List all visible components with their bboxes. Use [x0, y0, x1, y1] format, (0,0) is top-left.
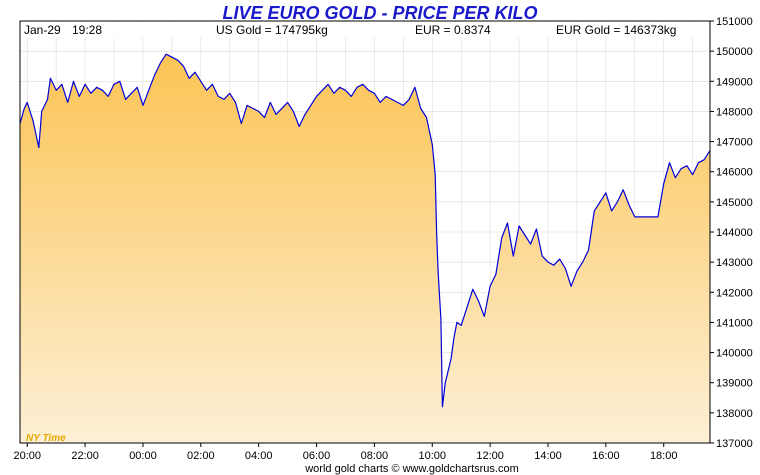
chart-title: LIVE EURO GOLD - PRICE PER KILO [222, 3, 537, 23]
price-line [19, 53, 711, 408]
y-tick-label: 150000 [716, 46, 753, 58]
y-tick-label: 144000 [716, 227, 753, 239]
header-date: Jan-29 [24, 23, 61, 37]
y-axis: 137000 138000 139000 140000 141000 142000 1430… [710, 16, 753, 450]
footer-credit: world gold charts © www.goldchartsrus.co… [304, 463, 519, 475]
header-eur-rate: EUR = 0.8374 [415, 23, 491, 37]
x-tick-label: 04:00 [245, 450, 273, 462]
x-tick-label: 08:00 [361, 450, 389, 462]
y-tick-label: 146000 [716, 167, 753, 179]
y-tick-label: 148000 [716, 106, 753, 118]
header-band [21, 22, 709, 38]
y-tick-label: 140000 [716, 348, 753, 360]
y-tick-label: 137000 [716, 438, 753, 450]
y-tick-label: 138000 [716, 408, 753, 420]
watermark-ny-time: NY Time [26, 433, 66, 444]
y-tick-label: 143000 [716, 257, 753, 269]
y-tick-label: 141000 [716, 317, 753, 329]
x-tick-label: 20:00 [13, 450, 41, 462]
y-tick-label: 149000 [716, 76, 753, 88]
x-tick-label: 02:00 [187, 450, 215, 462]
y-tick-label: 139000 [716, 378, 753, 390]
x-tick-label: 10:00 [418, 450, 446, 462]
x-tick-label: 22:00 [71, 450, 99, 462]
x-tick-label: 12:00 [476, 450, 504, 462]
y-tick-label: 151000 [716, 16, 753, 28]
x-tick-label: 16:00 [592, 450, 620, 462]
header-time: 19:28 [72, 23, 102, 37]
x-tick-label: 18:00 [650, 450, 678, 462]
header-eur-gold: EUR Gold = 146373kg [556, 23, 676, 37]
y-tick-label: 147000 [716, 137, 753, 149]
x-tick-label: 00:00 [129, 450, 157, 462]
x-tick-label: 14:00 [534, 450, 562, 462]
price-area-fill [20, 54, 710, 443]
x-tick-label: 06:00 [303, 450, 331, 462]
y-tick-label: 142000 [716, 287, 753, 299]
x-axis: 20:00 22:00 00:00 02:00 04:00 06:00 08:00 10:00… [13, 443, 677, 462]
header-us-gold: US Gold = 174795kg [216, 23, 328, 37]
y-tick-label: 145000 [716, 197, 753, 209]
